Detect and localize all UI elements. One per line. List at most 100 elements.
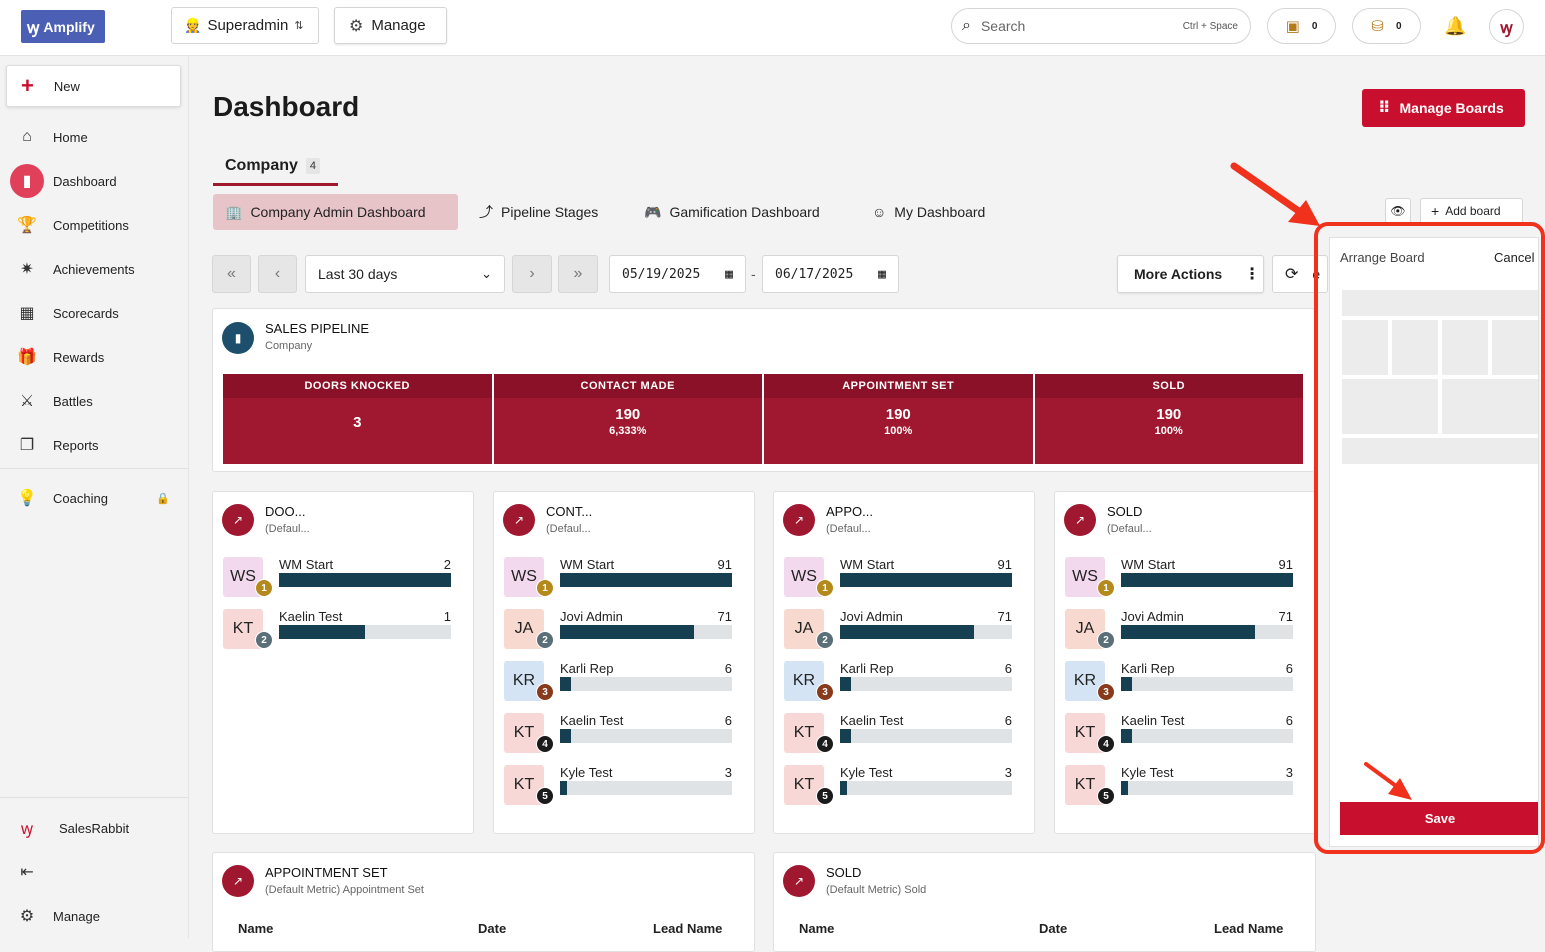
sidebar-item-label: Home bbox=[53, 129, 88, 145]
trend-up-icon: ↗ bbox=[1064, 504, 1096, 536]
sidebar-item-achievements[interactable]: ✷ Achievements bbox=[10, 252, 180, 286]
leaderboard-row[interactable]: KT 4 Kaelin Test 6 bbox=[784, 713, 1012, 753]
leaderboard-row[interactable]: KR 3 Karli Rep 6 bbox=[784, 661, 1012, 701]
card-subtitle: Company bbox=[265, 340, 313, 352]
cancel-button[interactable]: Cancel bbox=[1494, 250, 1535, 265]
search-placeholder: Search bbox=[980, 18, 1026, 34]
sidebar-item-rewards[interactable]: 🎁 Rewards bbox=[10, 340, 180, 374]
collapse-sidebar-button[interactable]: ⇤ bbox=[10, 855, 180, 889]
rank-badge: 5 bbox=[536, 787, 554, 805]
prev-period-button[interactable]: ‹ bbox=[258, 255, 297, 293]
start-date-input[interactable]: 05/19/2025 ▦ bbox=[609, 255, 746, 293]
funnel-stage[interactable]: SOLD 190 100% bbox=[1034, 374, 1303, 464]
bell-icon[interactable]: 🔔 bbox=[1444, 16, 1467, 36]
sidebar-item-label: Rewards bbox=[53, 349, 105, 365]
tab-my-dashboard[interactable]: ☺ My Dashboard bbox=[860, 194, 997, 230]
column-header-date[interactable]: Date bbox=[1039, 921, 1068, 936]
tab-label: My Dashboard bbox=[894, 204, 986, 220]
chevron-down-icon: ⌄ bbox=[481, 266, 492, 281]
column-header-date[interactable]: Date bbox=[478, 921, 507, 936]
column-header-lead-name[interactable]: Lead Name bbox=[653, 921, 723, 936]
leaderboard-row[interactable]: WS 1 WM Start 2 bbox=[223, 557, 451, 597]
leaderboard-row[interactable]: JA 2 Jovi Admin 71 bbox=[784, 609, 1012, 649]
leaderboard-row[interactable]: JA 2 Jovi Admin 71 bbox=[504, 609, 732, 649]
board-layout-placeholder[interactable] bbox=[1342, 320, 1388, 375]
add-board-button[interactable]: + Add board bbox=[1420, 198, 1523, 224]
board-layout-placeholder[interactable] bbox=[1442, 320, 1488, 375]
stage-pct: 100% bbox=[1154, 425, 1183, 437]
rank-badge: 3 bbox=[536, 683, 554, 701]
date-preset-select[interactable]: Last 30 days ⌄ bbox=[305, 255, 505, 293]
leaderboard-row[interactable]: WS 1 WM Start 91 bbox=[1065, 557, 1293, 597]
column-header-lead-name[interactable]: Lead Name bbox=[1214, 921, 1284, 936]
save-button[interactable]: Save bbox=[1340, 802, 1538, 835]
coins-pill[interactable]: ⛁ 0 bbox=[1352, 8, 1421, 44]
end-date-input[interactable]: 06/17/2025 ▦ bbox=[762, 255, 899, 293]
board-layout-placeholder[interactable] bbox=[1442, 379, 1538, 434]
date-preset-value: Last 30 days bbox=[318, 266, 398, 282]
rep-score: 3 bbox=[1285, 765, 1293, 780]
wallet-pill[interactable]: ▣ 0 bbox=[1267, 8, 1336, 44]
search-bar[interactable]: ⌕ Search Ctrl + Space bbox=[951, 8, 1251, 44]
tab-company[interactable]: Company 4 bbox=[213, 148, 338, 186]
role-avatar-icon: 👷 bbox=[184, 17, 202, 33]
new-button[interactable]: + New bbox=[6, 65, 181, 107]
sidebar-item-battles[interactable]: ⚔ Battles bbox=[10, 384, 180, 418]
leaderboard-row[interactable]: KT 4 Kaelin Test 6 bbox=[1065, 713, 1293, 753]
sidebar-item-salesrabbit[interactable]: ꝡ SalesRabbit bbox=[10, 811, 180, 845]
board-layout-placeholder[interactable] bbox=[1342, 290, 1538, 316]
rep-name: Jovi Admin bbox=[560, 609, 623, 624]
manage-boards-button[interactable]: ⠿ Manage Boards bbox=[1362, 89, 1525, 127]
tab-gamification-dashboard[interactable]: 🎮 Gamification Dashboard bbox=[632, 194, 832, 230]
score-bar bbox=[1121, 573, 1293, 587]
sidebar-item-scorecards[interactable]: ▦ Scorecards bbox=[10, 296, 180, 330]
manage-button[interactable]: ⚙ Manage bbox=[334, 7, 447, 44]
sidebar-item-competitions[interactable]: 🏆 Competitions bbox=[10, 208, 180, 242]
leaderboard-row[interactable]: JA 2 Jovi Admin 71 bbox=[1065, 609, 1293, 649]
sidebar-item-dashboard[interactable]: ▮ Dashboard bbox=[10, 164, 180, 198]
leaderboard-row[interactable]: KR 3 Karli Rep 6 bbox=[504, 661, 732, 701]
rep-score: 6 bbox=[1004, 713, 1012, 728]
rep-score: 6 bbox=[1285, 661, 1293, 676]
sidebar-item-home[interactable]: ⌂ Home bbox=[10, 120, 180, 154]
user-avatar[interactable]: ꝡ bbox=[1489, 9, 1524, 44]
sidebar-item-coaching[interactable]: 💡 Coaching 🔒 bbox=[10, 481, 180, 515]
score-bar-fill bbox=[840, 729, 852, 743]
leaderboard-row[interactable]: KR 3 Karli Rep 6 bbox=[1065, 661, 1293, 701]
score-bar-fill bbox=[560, 781, 567, 795]
board-layout-placeholder[interactable] bbox=[1342, 379, 1438, 434]
leaderboard-row[interactable]: WS 1 WM Start 91 bbox=[784, 557, 1012, 597]
leaderboard-row[interactable]: KT 5 Kyle Test 3 bbox=[1065, 765, 1293, 805]
sidebar-item-reports[interactable]: ❐ Reports bbox=[10, 428, 180, 462]
column-header-name[interactable]: Name bbox=[238, 921, 274, 936]
report-icon: ❐ bbox=[19, 437, 35, 454]
sidebar-item-manage[interactable]: ⚙ Manage bbox=[10, 899, 180, 933]
rank-badge: 2 bbox=[536, 631, 554, 649]
tab-pipeline-stages[interactable]: ⤴ Pipeline Stages bbox=[467, 194, 610, 230]
leaderboard-row[interactable]: KT 5 Kyle Test 3 bbox=[504, 765, 732, 805]
board-layout-placeholder[interactable] bbox=[1392, 320, 1438, 375]
chevron-updown-icon: ⇅ bbox=[294, 20, 304, 32]
rep-name: Kaelin Test bbox=[560, 713, 624, 728]
board-layout-placeholder[interactable] bbox=[1492, 320, 1538, 375]
leaderboard-row[interactable]: WS 1 WM Start 91 bbox=[504, 557, 732, 597]
rep-score: 91 bbox=[717, 557, 732, 572]
last-period-button[interactable]: » bbox=[558, 255, 598, 293]
amplify-logo[interactable]: ꝡ Amplify bbox=[21, 10, 105, 43]
column-header-name[interactable]: Name bbox=[799, 921, 835, 936]
new-label: New bbox=[53, 78, 80, 94]
eye-icon[interactable]: 👁 bbox=[1385, 198, 1411, 224]
trend-up-icon: ↗ bbox=[222, 865, 254, 897]
more-actions-button[interactable]: More Actions ⋮ bbox=[1117, 255, 1264, 293]
leaderboard-row[interactable]: KT 4 Kaelin Test 6 bbox=[504, 713, 732, 753]
leaderboard-row[interactable]: KT 5 Kyle Test 3 bbox=[784, 765, 1012, 805]
tab-company-admin-dashboard[interactable]: 🏢 Company Admin Dashboard bbox=[213, 194, 458, 230]
first-period-button[interactable]: « bbox=[212, 255, 251, 293]
board-layout-placeholder[interactable] bbox=[1342, 438, 1538, 464]
next-period-button[interactable]: › bbox=[512, 255, 552, 293]
role-switcher-button[interactable]: 👷 Superadmin ⇅ bbox=[171, 7, 319, 44]
leaderboard-row[interactable]: KT 2 Kaelin Test 1 bbox=[223, 609, 451, 649]
